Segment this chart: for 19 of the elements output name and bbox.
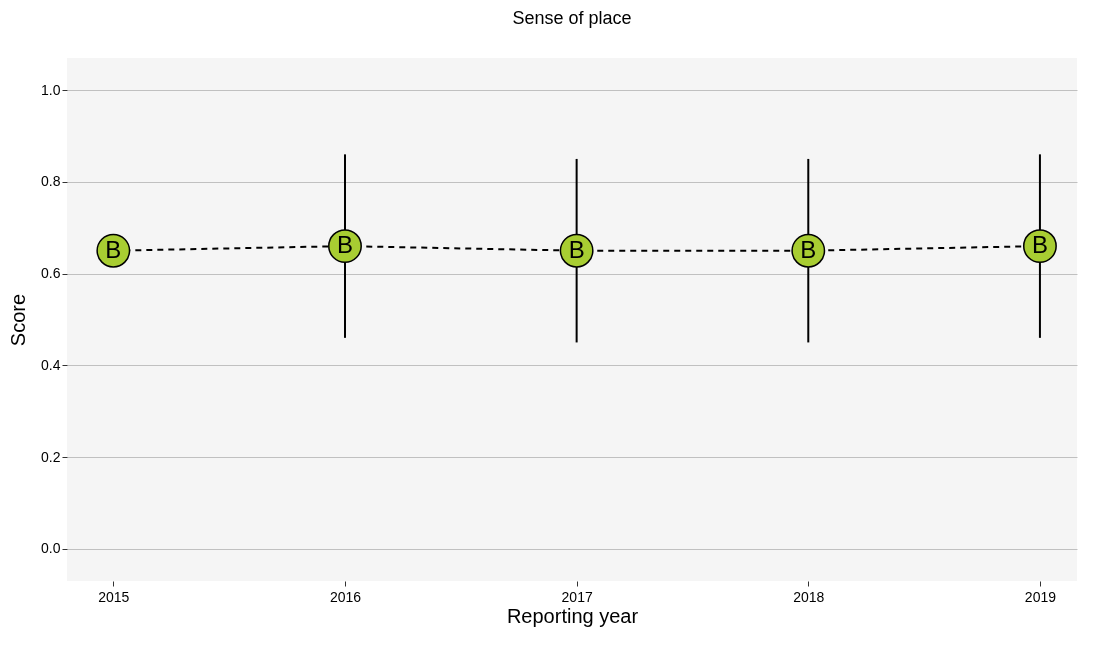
- data-label: B: [105, 235, 122, 263]
- x-tick-label: 2017: [561, 588, 593, 605]
- y-tick-label: 0.4: [41, 356, 61, 373]
- y-tick-label: 0.8: [41, 173, 61, 190]
- y-tick-label: 0.6: [41, 265, 61, 282]
- y-tick-label: 0.0: [41, 540, 61, 557]
- x-tick-label: 2016: [329, 588, 362, 605]
- x-tick-label: 2019: [1024, 588, 1057, 605]
- y-axis-title: Score: [7, 293, 30, 347]
- data-label: B: [336, 231, 353, 259]
- x-axis-title: Reporting year: [506, 604, 639, 627]
- y-tick-label: 1.0: [41, 81, 61, 98]
- x-tick-label: 2018: [793, 588, 825, 605]
- chart-title: Sense of place: [512, 8, 632, 28]
- y-tick-label: 0.2: [41, 448, 61, 465]
- data-label: B: [800, 235, 817, 263]
- data-label: B: [568, 235, 585, 263]
- x-tick-label: 2015: [98, 588, 130, 605]
- data-label: B: [1031, 231, 1048, 259]
